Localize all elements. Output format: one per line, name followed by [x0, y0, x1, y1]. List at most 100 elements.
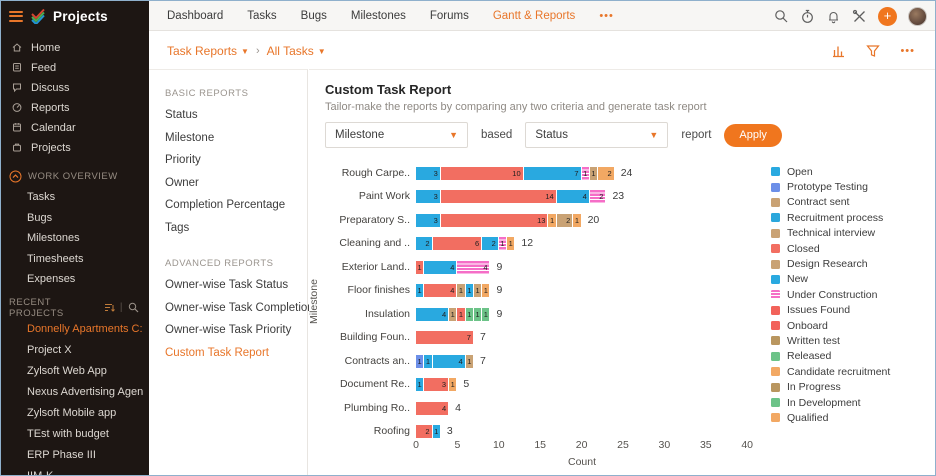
- legend-item[interactable]: In Development: [771, 395, 890, 410]
- sidebar-item-projects[interactable]: Projects: [1, 138, 149, 158]
- bar-segment-red[interactable]: 3: [424, 378, 449, 391]
- bar-segment-tan[interactable]: 1: [449, 307, 457, 321]
- legend-item[interactable]: Prototype Testing: [771, 179, 890, 194]
- sidebar-item-calendar[interactable]: Calendar: [1, 118, 149, 138]
- bar-segment-blue[interactable]: 3: [416, 166, 440, 180]
- bar-segment-blue[interactable]: 3: [416, 213, 440, 227]
- add-new-button[interactable]: +: [878, 6, 897, 26]
- tab-bugs[interactable]: Bugs: [300, 9, 327, 22]
- legend-item[interactable]: In Progress: [771, 379, 890, 394]
- recent-project-item[interactable]: Donnelly Apartments C:: [27, 323, 143, 335]
- bar-segment-tan[interactable]: 2: [556, 213, 573, 227]
- milestone-select[interactable]: Milestone ▼: [325, 122, 468, 148]
- bar-segment-orange[interactable]: 1: [548, 213, 556, 227]
- bar-segment-blue[interactable]: 1: [416, 378, 424, 391]
- bar-segment-orange[interactable]: 1: [507, 237, 515, 250]
- tools-icon[interactable]: [852, 9, 867, 24]
- bar-segment-tan[interactable]: 1: [465, 354, 473, 368]
- tab-tasks[interactable]: Tasks: [247, 9, 277, 22]
- legend-item[interactable]: Technical interview: [771, 226, 890, 241]
- legend-item[interactable]: Closed: [771, 241, 890, 256]
- breadcrumb-task-reports[interactable]: Task Reports ▼: [167, 43, 249, 58]
- apply-button[interactable]: Apply: [724, 123, 782, 147]
- bar-segment-red[interactable]: 4: [416, 401, 449, 415]
- bar-segment-pink[interactable]: 2: [589, 190, 606, 203]
- report-link-milestone[interactable]: Milestone: [165, 131, 215, 144]
- bar-segment-orange[interactable]: 2: [598, 166, 614, 180]
- legend-item[interactable]: Onboard: [771, 318, 890, 333]
- collapse-chevron-icon[interactable]: [9, 170, 22, 183]
- tab-gantt-reports[interactable]: Gantt & Reports: [492, 9, 576, 22]
- bar-segment-tan[interactable]: 1: [473, 284, 482, 297]
- bar-segment-blue[interactable]: 7: [523, 166, 581, 180]
- legend-item[interactable]: Open: [771, 164, 890, 179]
- sidebar-item-timesheets[interactable]: Timesheets: [27, 252, 84, 265]
- report-link-priority[interactable]: Priority: [165, 154, 201, 166]
- recent-project-item[interactable]: Nexus Advertising Agen: [27, 386, 144, 398]
- bar-segment-red[interactable]: 2: [416, 425, 432, 438]
- bar-segment-tan[interactable]: 1: [457, 284, 465, 297]
- tab-milestones[interactable]: Milestones: [350, 9, 406, 22]
- tab-forums[interactable]: Forums: [429, 9, 469, 22]
- legend-item[interactable]: Released: [771, 349, 890, 364]
- sidebar-item-expenses[interactable]: Expenses: [27, 273, 76, 286]
- sidebar-item-feed[interactable]: Feed: [1, 58, 149, 78]
- legend-item[interactable]: Contract sent: [771, 195, 890, 210]
- bar-segment-blue[interactable]: 4: [416, 307, 449, 321]
- filter-icon[interactable]: [866, 44, 881, 58]
- search-projects-icon[interactable]: [128, 302, 139, 313]
- recent-project-item[interactable]: Zylsoft Web App: [27, 365, 107, 377]
- report-link-owner-wise-task-completion[interactable]: Owner-wise Task Completion: [165, 301, 314, 314]
- report-link-owner[interactable]: Owner: [165, 176, 199, 189]
- bar-segment-blue[interactable]: 1: [424, 354, 432, 368]
- bar-segment-periwinkle[interactable]: 1: [416, 354, 424, 368]
- hamburger-menu-icon[interactable]: [9, 10, 23, 22]
- bar-segment-red[interactable]: 10: [440, 166, 523, 180]
- recent-project-item[interactable]: TEst with budget: [27, 428, 109, 440]
- legend-item[interactable]: Candidate recruitment: [771, 364, 890, 379]
- bar-segment-orange[interactable]: 1: [573, 213, 581, 227]
- sidebar-item-discuss[interactable]: Discuss: [1, 78, 149, 98]
- bar-segment-blue[interactable]: 2: [416, 237, 432, 250]
- user-avatar[interactable]: [908, 6, 927, 26]
- search-icon[interactable]: [774, 9, 789, 24]
- sidebar-item-milestones[interactable]: Milestones: [27, 232, 80, 245]
- bar-segment-pink[interactable]: 4: [457, 260, 490, 274]
- report-link-tags[interactable]: Tags: [165, 221, 190, 234]
- bar-segment-red[interactable]: 1: [457, 307, 465, 321]
- bar-segment-orange[interactable]: 1: [482, 284, 490, 297]
- bar-segment-green[interactable]: 1: [473, 307, 482, 321]
- bar-segment-blue[interactable]: 4: [556, 190, 589, 203]
- bar-segment-green[interactable]: 1: [465, 307, 473, 321]
- legend-item[interactable]: Under Construction: [771, 287, 890, 302]
- status-select[interactable]: Status ▼: [525, 122, 669, 148]
- sort-projects-icon[interactable]: [104, 302, 115, 313]
- bar-segment-blue[interactable]: 1: [432, 425, 440, 438]
- bar-segment-red[interactable]: 7: [416, 331, 473, 344]
- bar-segment-pink[interactable]: 1: [581, 166, 589, 180]
- bar-segment-red[interactable]: 14: [440, 190, 556, 203]
- timer-icon[interactable]: [800, 9, 815, 24]
- bar-segment-blue[interactable]: 4: [432, 354, 465, 368]
- bar-segment-blue[interactable]: 4: [424, 260, 457, 274]
- recent-project-item[interactable]: IIM-K: [27, 470, 54, 476]
- work-overview-header[interactable]: WORK OVERVIEW: [1, 165, 149, 187]
- sidebar-item-home[interactable]: Home: [1, 38, 149, 58]
- tab-dashboard[interactable]: Dashboard: [167, 9, 224, 22]
- bar-segment-blue[interactable]: 2: [482, 237, 498, 250]
- bar-segment-green[interactable]: 1: [482, 307, 490, 321]
- legend-item[interactable]: Recruitment process: [771, 210, 890, 225]
- bar-segment-red[interactable]: 13: [440, 213, 548, 227]
- more-options-icon[interactable]: •••: [900, 44, 915, 57]
- sidebar-item-bugs[interactable]: Bugs: [27, 211, 53, 224]
- report-link-status[interactable]: Status: [165, 109, 198, 121]
- legend-item[interactable]: Issues Found: [771, 303, 890, 318]
- bar-segment-blue[interactable]: 1: [416, 284, 424, 297]
- report-link-owner-wise-task-status[interactable]: Owner-wise Task Status: [165, 279, 289, 291]
- bar-segment-red[interactable]: 4: [424, 284, 457, 297]
- bar-segment-red[interactable]: 1: [416, 260, 424, 274]
- recent-project-item[interactable]: Zylsoft Mobile app: [27, 407, 117, 419]
- recent-project-item[interactable]: ERP Phase III: [27, 449, 96, 461]
- report-link-custom-task-report[interactable]: Custom Task Report: [165, 346, 269, 359]
- notifications-bell-icon[interactable]: [826, 9, 841, 24]
